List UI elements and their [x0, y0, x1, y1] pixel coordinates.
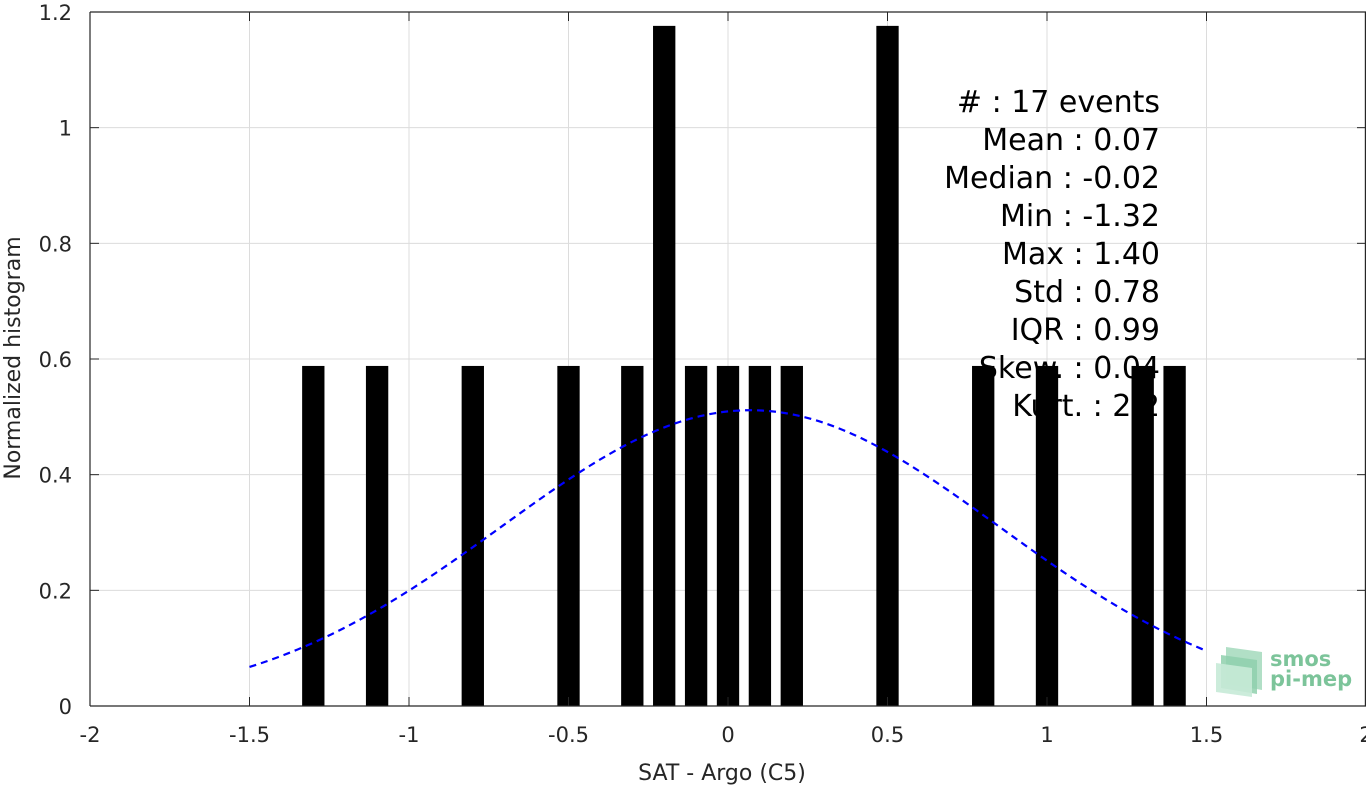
x-tick-label: -2 — [80, 723, 101, 747]
y-tick-label: 0.2 — [39, 579, 72, 603]
stat-line: Std : 0.78 — [1014, 275, 1160, 310]
stat-line: # : 17 events — [957, 85, 1160, 120]
stat-line: IQR : 0.99 — [1011, 313, 1160, 348]
tick-labels: -2 -1.5 -1 -0.5 0 0.5 1 1.5 2 0 0.2 0.4 0.6 0.8 1 1.2 — [39, 1, 1366, 747]
stat-line: Max : 1.40 — [1002, 237, 1160, 272]
histogram-bar — [876, 25, 899, 706]
gaussian-fit-curve — [249, 409, 1207, 669]
logo-text-pi-mep: pi-mep — [1270, 667, 1352, 691]
x-tick-label: 0.5 — [871, 723, 904, 747]
stat-line: Min : -1.32 — [1000, 199, 1160, 234]
y-tick-label: 0 — [59, 695, 72, 719]
histogram-bar — [716, 365, 740, 706]
histogram-bar — [461, 365, 484, 706]
histogram-bar — [780, 365, 803, 706]
histogram-bar — [684, 365, 708, 706]
histogram-bar — [365, 365, 389, 706]
y-tick-label: 0.4 — [39, 464, 72, 488]
y-tick-label: 0.8 — [39, 232, 72, 256]
histogram-bar — [1163, 365, 1186, 706]
stat-line: Skew. : 0.04 — [979, 351, 1160, 386]
x-tick-label: -1 — [399, 723, 420, 747]
y-tick-label: 1.2 — [39, 1, 72, 25]
histogram-bar — [621, 365, 644, 706]
histogram-bar — [302, 365, 325, 706]
logo-mark-icon — [1216, 647, 1262, 697]
histogram-bar — [1131, 365, 1154, 706]
bars — [302, 25, 1186, 706]
histogram-bar — [972, 365, 995, 706]
y-axis-label: Normalized histogram — [1, 236, 26, 479]
logo-text-smos: smos — [1270, 647, 1331, 671]
x-axis-label: SAT - Argo (C5) — [638, 761, 806, 786]
histogram-bar — [1035, 365, 1059, 706]
x-tick-label: -1.5 — [229, 723, 270, 747]
stat-line: Median : -0.02 — [944, 161, 1160, 196]
stat-line: Kurt. : 2.2 — [1012, 389, 1160, 424]
axes — [89, 11, 1366, 707]
x-tick-label: 1 — [1040, 723, 1053, 747]
y-tick-label: 1 — [59, 117, 72, 141]
x-tick-label: 2 — [1359, 723, 1366, 747]
histogram-bar — [557, 365, 580, 706]
y-tick-label: 0.6 — [39, 348, 72, 372]
histogram-bar — [748, 365, 772, 706]
x-tick-label: -0.5 — [548, 723, 589, 747]
x-tick-label: 1.5 — [1190, 723, 1223, 747]
smos-pi-mep-logo: smos pi-mep — [1216, 647, 1352, 697]
x-tick-label: 0 — [721, 723, 734, 747]
histogram-bar — [653, 25, 676, 706]
stat-line: Mean : 0.07 — [982, 123, 1160, 158]
